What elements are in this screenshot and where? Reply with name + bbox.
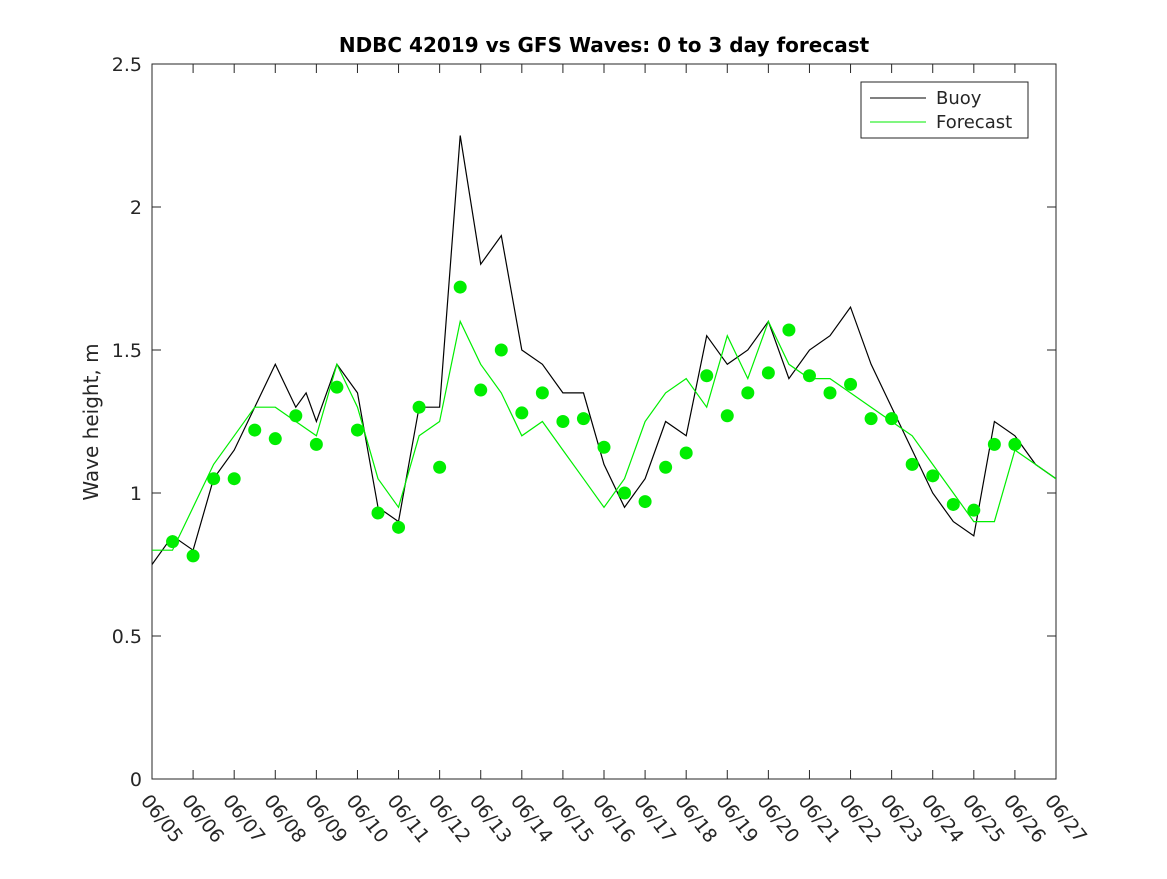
x-tick-label: 06/24 [917,791,968,848]
forecast-point [987,437,1001,451]
plot-area: 00.511.522.506/0506/0606/0706/0806/0906/… [112,54,1091,847]
forecast-point [227,472,241,486]
chart-title: NDBC 42019 vs GFS Waves: 0 to 3 day fore… [339,33,870,57]
forecast-point [802,369,816,383]
forecast-point [618,486,632,500]
forecast-point [186,549,200,563]
forecast-point [392,520,406,534]
forecast-point [515,406,529,420]
forecast-point [309,437,323,451]
forecast-point [166,535,180,549]
forecast-point [474,383,488,397]
y-tick-label: 2 [130,197,142,219]
x-tick-label: 06/25 [958,791,1009,848]
x-tick-label: 06/09 [300,791,351,848]
forecast-point [761,366,775,380]
y-tick-label: 0.5 [112,626,142,648]
x-tick-label: 06/08 [259,791,310,848]
forecast-point [597,440,611,454]
y-tick-label: 1.5 [112,340,142,362]
x-tick-label: 06/18 [670,791,721,848]
x-tick-label: 06/21 [794,791,845,848]
x-tick-label: 06/06 [177,791,228,848]
x-tick-label: 06/20 [752,791,803,848]
forecast-point [494,343,508,357]
forecast-point [433,460,447,474]
y-tick-label: 0 [130,769,142,791]
x-tick-label: 06/15 [547,791,598,848]
forecast-point [926,469,940,483]
x-tick-label: 06/26 [999,791,1050,848]
forecast-point [268,432,282,446]
x-tick-label: 06/05 [136,791,187,848]
forecast-point [823,386,837,400]
x-tick-label: 06/16 [588,791,639,848]
forecast-point [844,377,858,391]
x-tick-label: 06/22 [835,791,886,848]
forecast-point [720,409,734,423]
forecast-point [905,457,919,471]
series-line-buoy [152,135,1056,565]
forecast-point [576,412,590,426]
forecast-point [207,472,221,486]
axes-box [151,63,1057,780]
x-tick-label: 06/07 [218,791,269,848]
forecast-point [885,412,899,426]
series-line-forecast [152,319,1056,551]
forecast-point [289,409,303,423]
forecast-point [556,415,570,428]
forecast-point [412,400,426,414]
forecast-point [1008,437,1022,451]
x-tick-label: 06/19 [711,791,762,848]
legend-box [860,81,1029,139]
legend: Buoy Forecast [860,81,1029,139]
legend-label-forecast: Forecast [936,112,1012,133]
forecast-point [967,503,981,517]
x-tick-label: 06/17 [629,791,680,848]
forecast-point [782,323,796,337]
forecast-point [535,386,549,400]
forecast-point [864,412,878,426]
x-tick-label: 06/23 [876,791,927,848]
forecast-point [350,423,364,437]
forecast-point [638,495,652,509]
x-tick-label: 06/14 [506,791,557,848]
x-tick-label: 06/10 [342,791,393,848]
legend-label-buoy: Buoy [936,88,982,109]
forecast-point [700,369,714,383]
y-axis-label: Wave height, m [79,343,103,500]
forecast-point [659,460,673,474]
forecast-point [330,380,344,394]
forecast-point [679,446,693,460]
x-tick-label: 06/13 [465,791,516,848]
forecast-point [453,280,467,294]
forecast-point [741,386,755,400]
y-tick-label: 2.5 [112,54,142,76]
forecast-point [248,423,262,437]
x-tick-label: 06/11 [383,791,434,848]
x-tick-label: 06/27 [1040,791,1091,848]
x-tick-label: 06/12 [424,791,475,848]
forecast-point [946,497,960,511]
forecast-point [371,506,385,520]
y-tick-label: 1 [130,483,142,505]
